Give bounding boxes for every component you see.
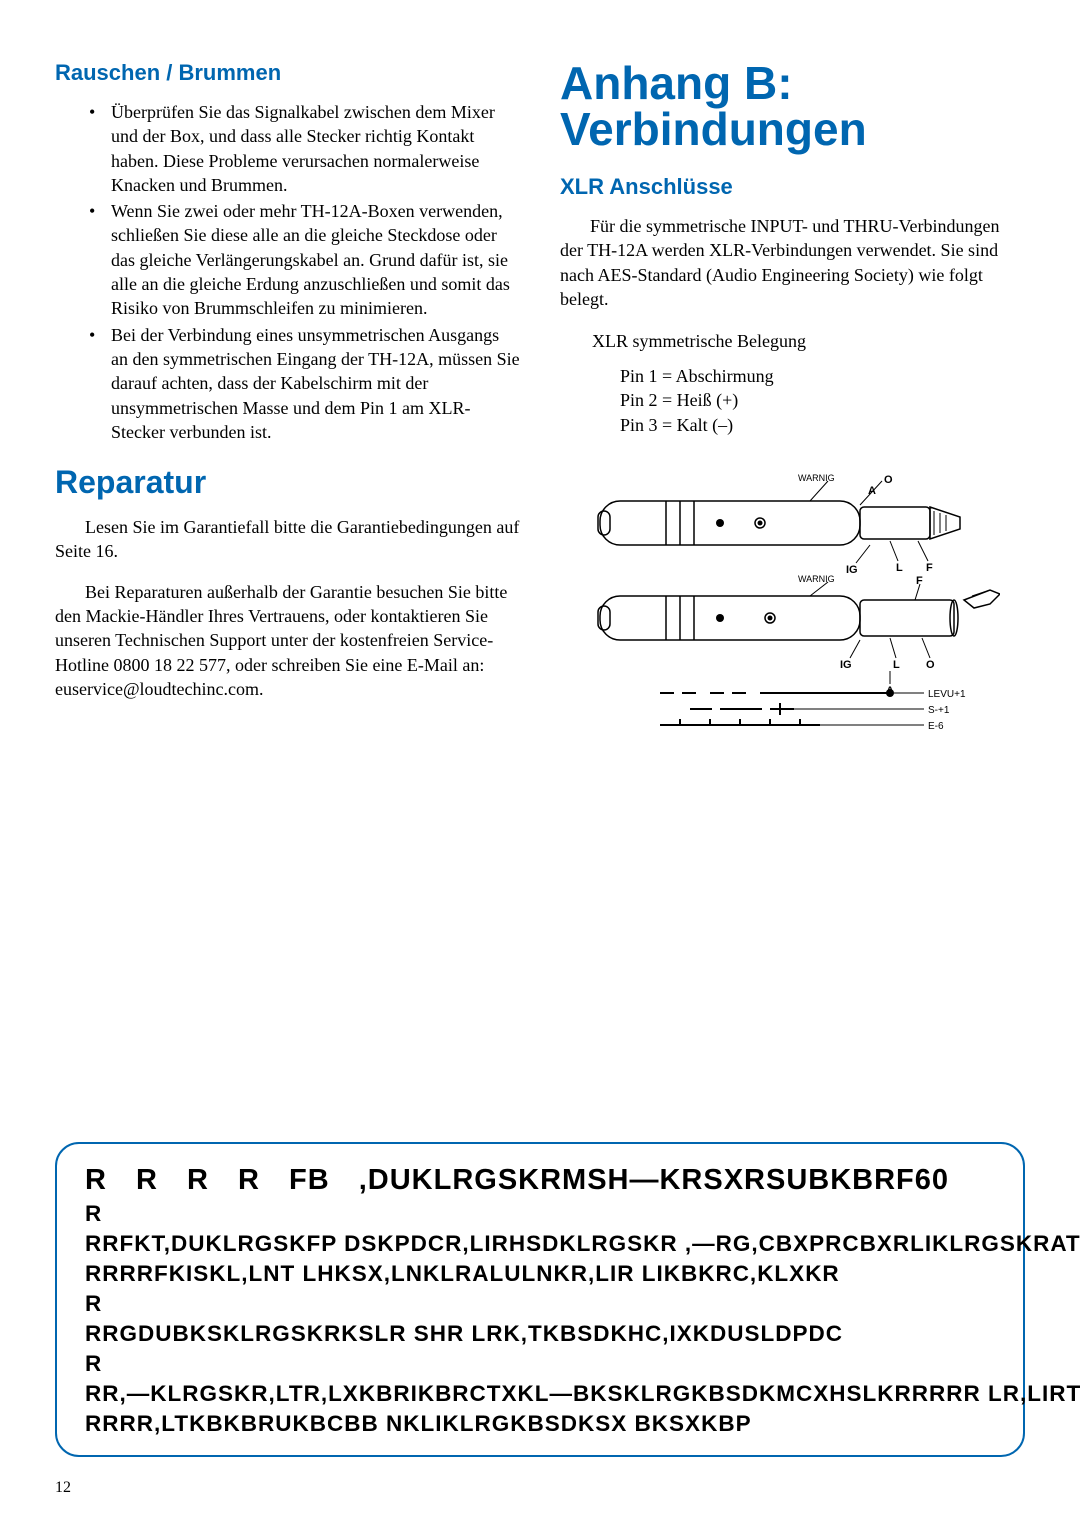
heading-rauschen: Rauschen / Brummen: [55, 60, 520, 86]
svg-text:WARNIG: WARNIG: [798, 473, 835, 483]
notice-title: R R R R FB ,DUKLRGSKRMSH—KRSXRSUBKBRF60: [85, 1164, 995, 1197]
svg-text:E-6: E-6: [928, 721, 944, 731]
notice-line: RRRRFKISKL,LNT LHKSX,LNKLRALULNKR,LIR LI…: [85, 1261, 995, 1287]
notice-line: R: [85, 1201, 995, 1227]
paragraph: Lesen Sie im Garantiefall bitte die Gara…: [55, 515, 520, 564]
svg-text:LEVU+1: LEVU+1: [928, 689, 966, 700]
notice-line: R: [85, 1351, 995, 1377]
svg-text:IG: IG: [840, 659, 852, 671]
xlr-pinout-block: XLR symmetrische Belegung Pin 1 = Abschi…: [560, 331, 1025, 437]
xlr-pinout-title: XLR symmetrische Belegung: [592, 331, 1025, 352]
svg-text:IG: IG: [846, 564, 858, 576]
pin-label: Pin 2 = Heiß (+): [620, 388, 1025, 412]
page-number: 12: [55, 1479, 71, 1497]
notice-line: RR,—KLRGSKR,LTR,LXKBRIKBRCTXKL—BKSKLRGKB…: [85, 1381, 995, 1407]
pin-label: Pin 1 = Abschirmung: [620, 364, 1025, 388]
svg-text:O: O: [926, 659, 935, 671]
svg-text:F: F: [916, 575, 923, 587]
list-item: Wenn Sie zwei oder mehr TH-12A-Boxen ver…: [111, 199, 520, 320]
list-item: Bei der Verbindung eines unsymmetrischen…: [111, 323, 520, 444]
svg-text:L: L: [896, 562, 903, 574]
notice-line: R: [85, 1291, 995, 1317]
svg-text:WARNIG: WARNIG: [798, 574, 835, 584]
notice-line: RRGDUBKSKLRGSKRKSLR SHR LRK,TKBSDKHC,IXK…: [85, 1321, 995, 1347]
paragraph: Bei Reparaturen außerhalb der Garantie b…: [55, 580, 520, 701]
heading-reparatur: Reparatur: [55, 464, 520, 501]
list-item: Überprüfen Sie das Signalkabel zwischen …: [111, 100, 520, 197]
svg-text:O: O: [884, 474, 893, 486]
bullet-list: Überprüfen Sie das Signalkabel zwischen …: [55, 100, 520, 444]
svg-text:L: L: [893, 659, 900, 671]
notice-box: R R R R FB ,DUKLRGSKRMSH—KRSXRSUBKBRF60 …: [55, 1142, 1025, 1457]
heading-anhang-b: Anhang B: Verbindungen: [560, 60, 1025, 152]
notice-line: RRRR,LTKBKBRUKBCBB NKLIKLRGKBSDKSX BKSXK…: [85, 1411, 995, 1437]
svg-text:A: A: [868, 485, 876, 497]
heading-xlr: XLR Anschlüsse: [560, 174, 1025, 200]
svg-text:S-+1: S-+1: [928, 705, 950, 716]
pin-label: Pin 3 = Kalt (–): [620, 413, 1025, 437]
xlr-wiring-diagram: WARNIG O A IG L F: [560, 471, 1000, 731]
notice-line: RRFKT,DUKLRGSKFP DSKPDCR,LIRHSDKLRGSKR ,…: [85, 1231, 995, 1257]
paragraph: Für die symmetrische INPUT- und THRU-Ver…: [560, 214, 1025, 311]
svg-text:F: F: [926, 562, 933, 574]
